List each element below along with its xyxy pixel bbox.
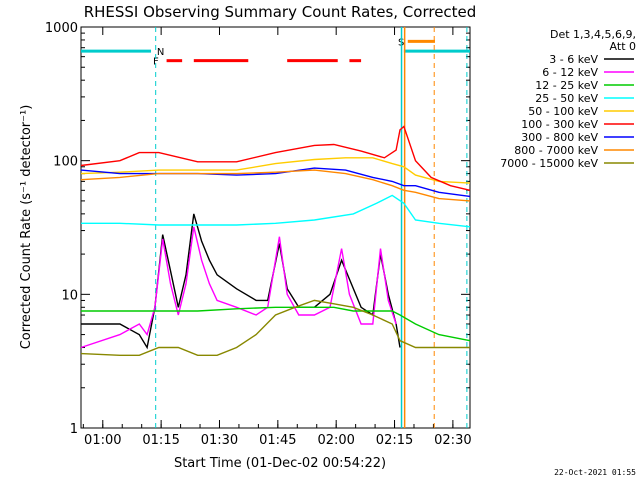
x-tick-label: 02:15 [376, 433, 413, 448]
legend-label: 7000 - 15000 keV [500, 157, 598, 170]
x-tick-label: 02:30 [434, 433, 471, 448]
legend-label: 300 - 800 keV [521, 131, 598, 144]
y-axis-label: Corrected Count Rate (s⁻¹ detector⁻¹) [19, 105, 34, 350]
legend-label: 12 - 25 keV [535, 79, 598, 92]
legend-header: Det 1,3,4,5,6,9, [550, 28, 636, 41]
flag-f-label: F [153, 57, 159, 68]
legend-label: 3 - 6 keV [549, 53, 598, 66]
series-line-7 [80, 169, 471, 202]
footer-timestamp: 22-Oct-2021 01:55 [554, 468, 636, 477]
flag-n-label: N [157, 47, 164, 58]
series-line-1 [80, 226, 397, 349]
y-tick-label: 100 [53, 155, 78, 170]
series-line-0 [81, 213, 401, 350]
y-tick-label: 1 [70, 422, 78, 437]
legend-label: 25 - 50 keV [535, 92, 598, 105]
legend-label: 800 - 7000 keV [514, 144, 598, 157]
chart-title: RHESSI Observing Summary Count Rates, Co… [84, 3, 477, 21]
y-tick-label: 10 [61, 288, 78, 303]
plot-area: NFS [80, 27, 471, 428]
series-line-3 [81, 194, 471, 228]
series-line-2 [81, 306, 471, 342]
legend-label: 6 - 12 keV [542, 66, 598, 79]
plot-frame [80, 26, 471, 429]
x-tick-label: 01:00 [84, 433, 121, 448]
series-line-5 [80, 125, 471, 191]
x-tick-label: 01:30 [201, 433, 238, 448]
x-tick-label: 01:45 [259, 433, 296, 448]
legend-label: 100 - 300 keV [521, 118, 598, 131]
series-line-8 [80, 299, 470, 356]
x-tick-label: 01:15 [142, 433, 179, 448]
y-tick-label: 1000 [45, 21, 78, 36]
legend-header: Att 0 [610, 40, 636, 53]
x-axis-label: Start Time (01-Dec-02 00:54:22) [174, 456, 386, 471]
legend-label: 50 - 100 keV [528, 105, 598, 118]
x-tick-label: 02:00 [317, 433, 354, 448]
series-line-4 [80, 157, 471, 184]
axes-frame: 1 10 100 1000 01:00 01:15 01:30 01:45 02:00 02:15… [45, 21, 472, 448]
